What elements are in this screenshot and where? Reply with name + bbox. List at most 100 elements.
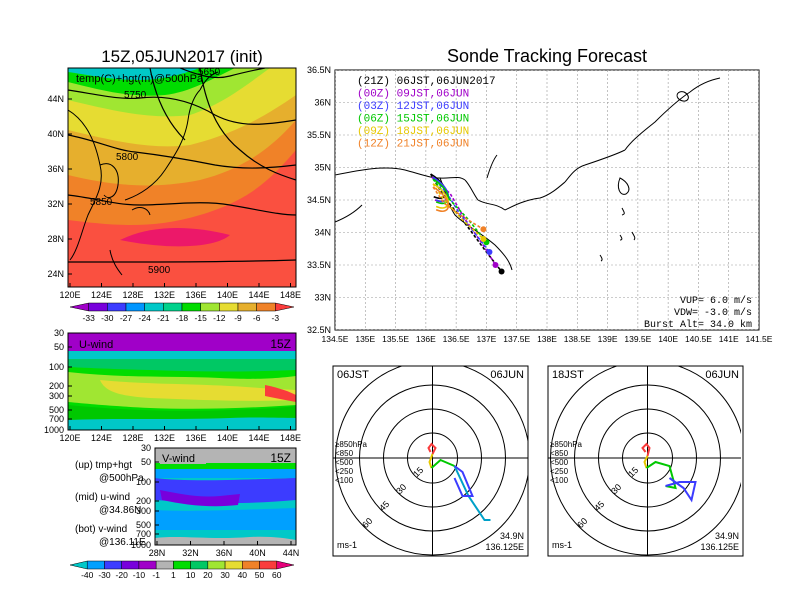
hodo-level-label: <850	[335, 449, 354, 458]
temp-colorbar-label: -18	[176, 313, 189, 323]
hodo-level-label: <250	[335, 467, 354, 476]
temp-colorbar-swatch	[107, 302, 127, 312]
contour-label-5850: 5850	[90, 197, 113, 208]
vwind-colorbar-swatch	[121, 560, 140, 570]
temp-colorbar-label: -33	[83, 313, 96, 323]
vwind-colorbar-label: 40	[238, 570, 248, 580]
hodo-right-label: 06JUN	[705, 369, 739, 381]
tracking-burst: Burst Alt= 34.0 km	[644, 319, 752, 331]
vwind-lat-label: 40N	[249, 548, 266, 558]
vwind-lat-ticks: 28N 32N 36N 40N 44N	[149, 541, 299, 558]
tracking-lon-label: 136.5E	[443, 334, 470, 344]
hodo-trace	[645, 460, 677, 490]
tracking-lat-label: 36.5N	[307, 65, 331, 75]
temp-colorbar-swatch	[69, 302, 89, 312]
tracking-lon-ticks: 134.5E 135E 135.5E 136E 136.5E 137E 137.5E 138E…	[322, 334, 773, 344]
temp-contour-labels: 5650 5750 5800 5850 5900	[90, 67, 221, 276]
vwind-label-bg	[160, 451, 206, 464]
uwind-field	[68, 333, 296, 430]
uwind-lon-label: 120E	[59, 433, 80, 443]
temp-lon-label: 124E	[91, 290, 112, 300]
temp-colorbar-swatch	[275, 302, 295, 312]
temp-colorbar-label: -3	[272, 313, 280, 323]
tracking-lon-label: 137.5E	[503, 334, 530, 344]
temp-field	[68, 68, 296, 287]
hodo-lon: 136.125E	[485, 542, 524, 552]
temp-colorbar-swatch	[144, 302, 164, 312]
vwind-frame	[154, 447, 297, 546]
hodo-ring-label: 30	[609, 482, 623, 496]
vwind-colorbar-label: 30	[220, 570, 230, 580]
vwind-pressure-label: 700	[136, 529, 151, 539]
temp-coastlines	[68, 71, 219, 276]
vwind-label: V-wind	[162, 453, 195, 465]
tracking-legend-entry: (00Z) 09JST,06JUN	[357, 89, 469, 101]
hodo-left-label: 18JST	[552, 369, 584, 381]
temp-lon-label: 148E	[280, 290, 301, 300]
contour-label-5750: 5750	[124, 90, 147, 101]
legend-line-6: @136.11E	[99, 537, 146, 548]
vwind-colorbar-swatch	[224, 560, 243, 570]
uwind-frame	[67, 332, 297, 431]
vwind-colorbar-label: -20	[116, 570, 129, 580]
vwind-colorbar-swatch	[104, 560, 122, 570]
contour-label-5900: 5900	[148, 265, 171, 276]
vwind-colorbar-swatch	[259, 560, 278, 570]
tracking-ascent-5	[432, 186, 450, 212]
uwind-pressure-label: 700	[49, 414, 64, 424]
temp-lat-label: 40N	[47, 129, 64, 139]
tracking-lat-label: 34.5N	[307, 195, 331, 205]
uwind-lon-label: 148E	[280, 433, 301, 443]
tracking-vup: VUP= 6.0 m/s	[680, 295, 752, 307]
tracking-lon-label: 139.5E	[624, 334, 651, 344]
vwind-colorbar-label: 50	[255, 570, 265, 580]
tracking-lat-ticks: 36.5N 36N 35.5N 35N 34.5N 34N 33.5N 33N 32.5N	[307, 65, 331, 335]
tracking-lat-label: 35.5N	[307, 130, 331, 140]
vwind-colorbar: -40 -30 -20 -10 -1 1 10 20 30 40 50 60	[69, 560, 295, 580]
vwind-colorbar-swatch	[173, 560, 191, 570]
tracking-lon-label: 136E	[416, 334, 436, 344]
temp-colorbar-swatch	[200, 302, 220, 312]
uwind-lon-label: 124E	[91, 433, 112, 443]
uwind-pressure-label: 200	[49, 381, 64, 391]
tracking-grid	[335, 70, 759, 330]
temp-colorbar-label: -12	[213, 313, 226, 323]
uwind-pressure-label: 100	[49, 362, 64, 372]
legend-line-3: (mid) u-wind	[75, 492, 130, 503]
tracking-track-2	[432, 176, 491, 253]
vwind-colorbar-swatch	[155, 560, 174, 570]
temp-lat-label: 32N	[47, 199, 64, 209]
vwind-colorbar-label: -30	[98, 570, 111, 580]
vwind-pressure-label: 30	[141, 443, 151, 453]
tracking-lon-label: 137E	[476, 334, 496, 344]
hodo-ring-label: 15	[411, 465, 425, 479]
temp-lon-ticks: 120E 124E 128E 132E 136E 140E 144E 148E	[59, 283, 301, 300]
tracking-ascent-3	[432, 178, 450, 205]
hodo-level-label: <100	[335, 476, 354, 485]
hodo-trace	[643, 455, 649, 469]
temp-lon-label: 120E	[59, 290, 80, 300]
vwind-colorbar-swatch	[190, 560, 209, 570]
vwind-pressure-label: 300	[136, 506, 151, 516]
hodo-lon: 136.125E	[700, 542, 739, 552]
legend-line-1: (up) tmp+hgt	[75, 460, 132, 471]
tracking-legend-entry: (12Z) 21JST,06JUN	[357, 139, 469, 151]
tracking-landing-point-0	[498, 268, 505, 275]
temp-colorbar-swatch	[237, 302, 257, 312]
tracking-landing-point-2	[486, 249, 493, 255]
vwind-colorbar-swatch	[86, 560, 105, 570]
hodo-left-label: 06JST	[337, 369, 369, 381]
hodo-level-label: <850	[550, 449, 569, 458]
hodo-ring-label: 45	[592, 499, 606, 513]
uwind-label-bg	[78, 337, 120, 350]
tracking-lat-label: 36N	[314, 98, 331, 108]
uwind-label: U-wind	[79, 339, 113, 351]
hodo-lat: 34.9N	[500, 531, 524, 541]
temp-lat-label: 36N	[47, 164, 64, 174]
tracking-lon-label: 140E	[658, 334, 678, 344]
tracking-legend-entry: (03Z) 12JST,06JUN	[357, 101, 469, 113]
